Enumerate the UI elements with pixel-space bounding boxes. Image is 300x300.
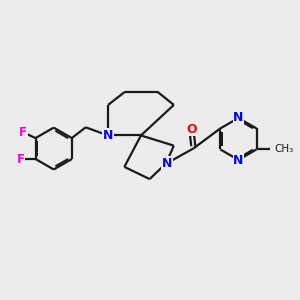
Text: CH₃: CH₃ (275, 144, 294, 154)
Text: F: F (19, 126, 27, 139)
Text: N: N (103, 129, 113, 142)
Text: N: N (162, 157, 172, 169)
Text: N: N (233, 111, 244, 124)
Text: N: N (233, 154, 244, 167)
Text: F: F (16, 152, 24, 166)
Text: O: O (187, 123, 197, 136)
